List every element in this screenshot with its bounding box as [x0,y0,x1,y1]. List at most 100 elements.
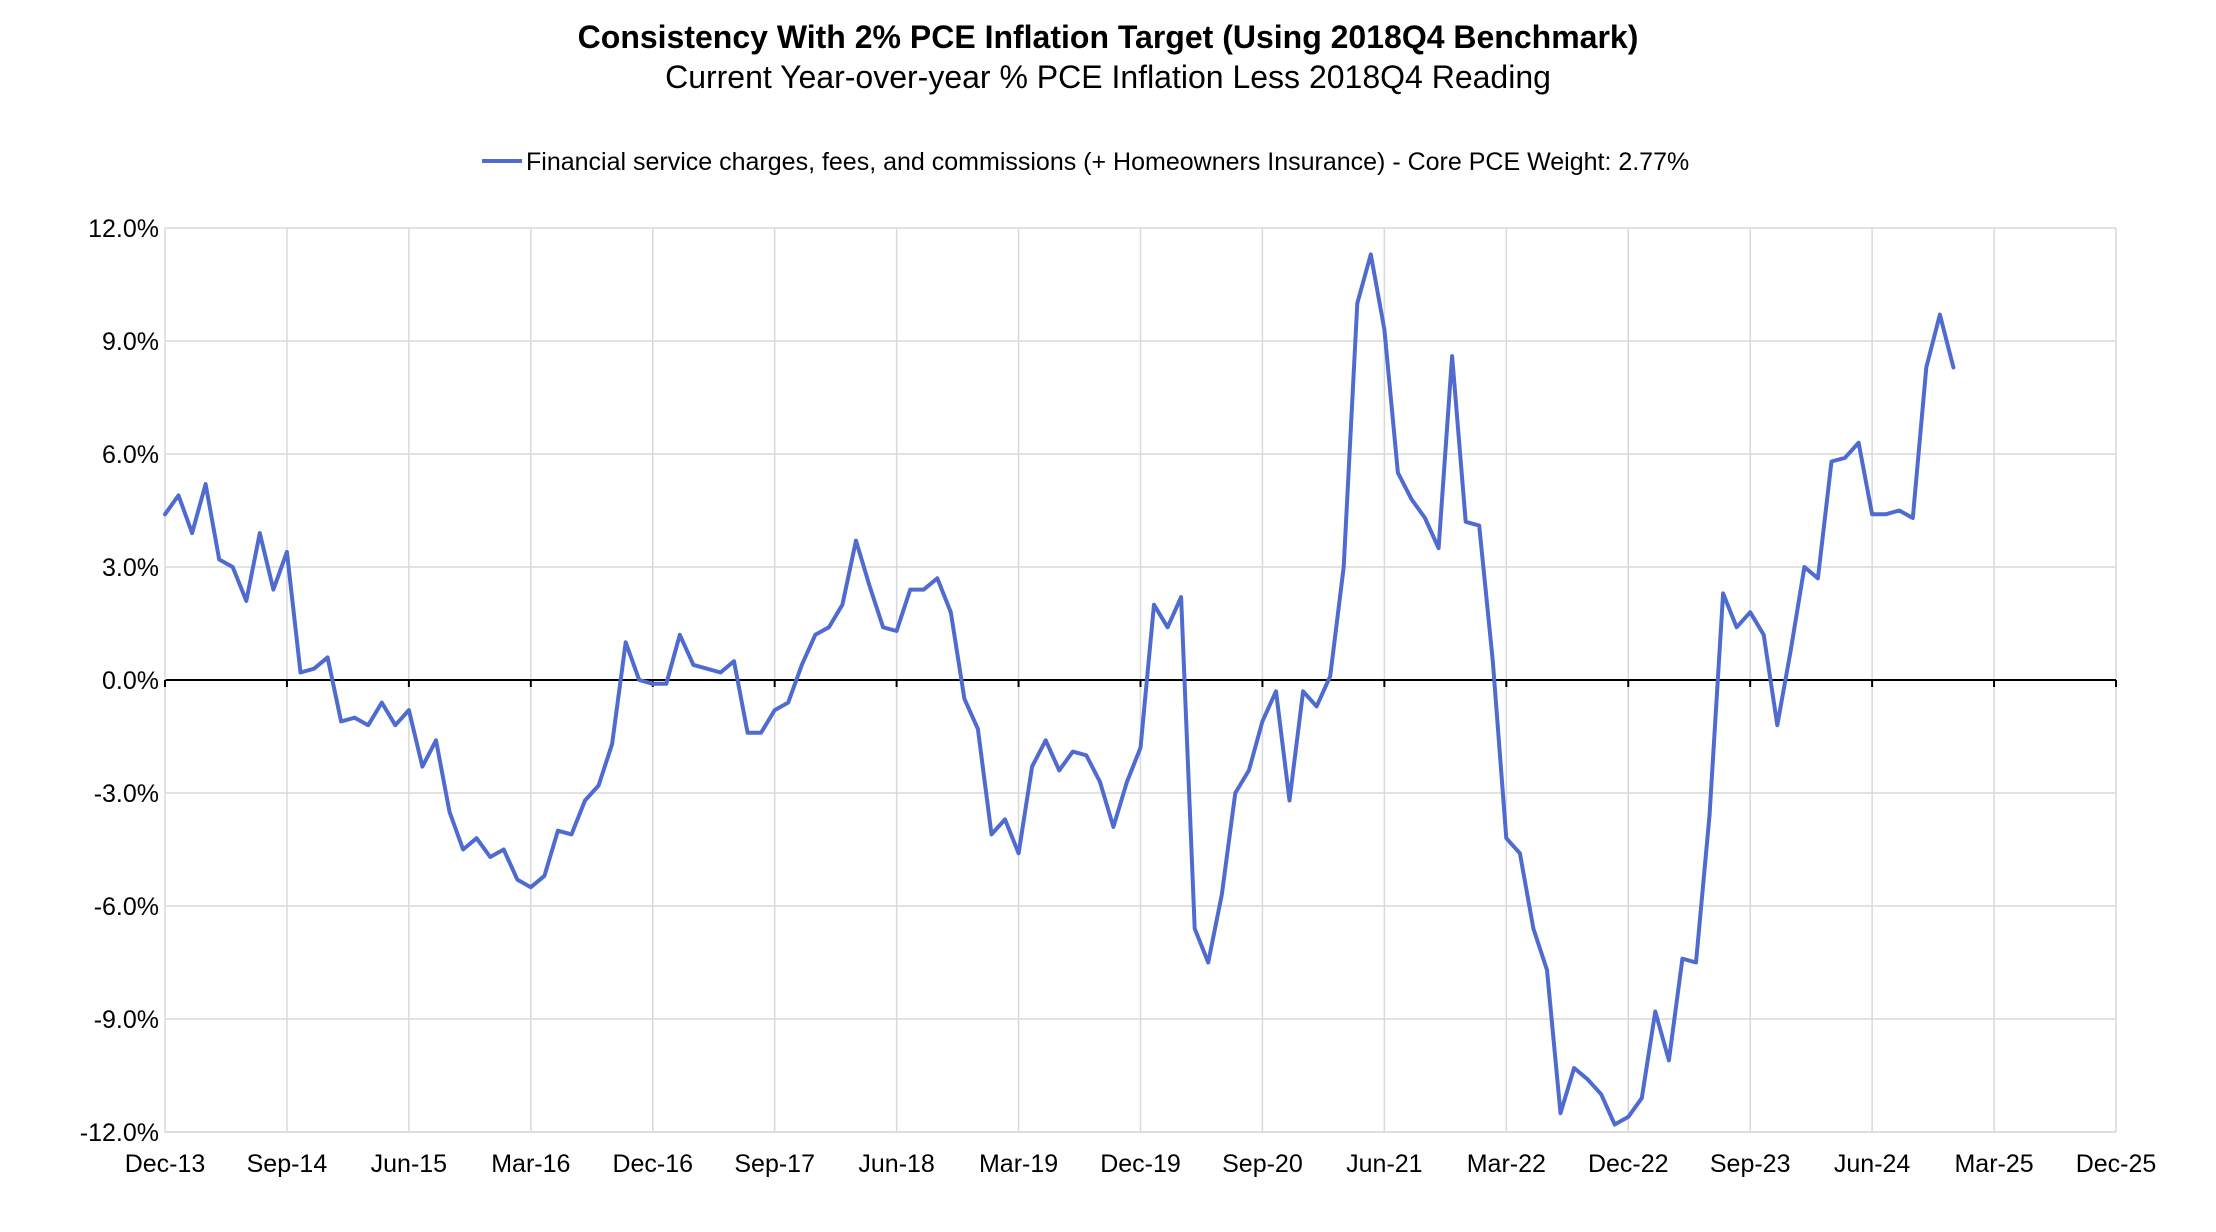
data-point [1355,301,1359,305]
x-tick-label: Dec-13 [125,1150,206,1178]
data-point [1057,768,1061,772]
data-point [746,731,750,735]
data-point [813,633,817,637]
data-point [1626,1115,1630,1119]
data-point [1924,365,1928,369]
data-point [393,723,397,727]
data-point [1017,851,1021,855]
data-point [1450,354,1454,358]
series-layer [163,252,1956,1127]
data-point [163,512,167,516]
data-point [868,584,872,588]
data-point [1206,961,1210,965]
data-point [231,565,235,569]
data-point [1572,1066,1576,1070]
data-point [407,708,411,712]
data-point [1382,328,1386,332]
x-tick-label: Dec-19 [1100,1150,1181,1178]
data-point [881,625,885,629]
data-point [1843,456,1847,460]
data-point [556,829,560,833]
data-point [312,667,316,671]
data-point [1951,365,1955,369]
legend-label: Financial service charges, fees, and com… [526,148,1689,176]
y-tick-label: 0.0% [102,667,159,695]
data-point [1410,497,1414,501]
data-point [583,799,587,803]
data-point [1220,893,1224,897]
data-point [1301,689,1305,693]
data-point [705,667,709,671]
data-point [1288,799,1292,803]
data-point [434,738,438,742]
data-point [800,663,804,667]
data-point [1653,1010,1657,1014]
data-point [1111,825,1115,829]
data-point [1559,1111,1563,1115]
x-tick-label: Dec-25 [2076,1150,2157,1178]
data-point [475,836,479,840]
y-tick-label: -3.0% [94,780,159,808]
data-point [1735,625,1739,629]
y-tick-label: -6.0% [94,893,159,921]
data-point [719,671,723,675]
data-point [1247,768,1251,772]
data-point [1030,765,1034,769]
data-point [1166,625,1170,629]
data-point [1260,719,1264,723]
x-tick-label: Mar-16 [491,1150,570,1178]
data-point [1139,746,1143,750]
data-point [1274,689,1278,693]
data-point [529,885,533,889]
data-point [1044,738,1048,742]
data-point [299,671,303,675]
data-point [1098,780,1102,784]
data-point [542,874,546,878]
data-point [1315,704,1319,708]
data-point [1193,927,1197,931]
data-point [678,633,682,637]
data-point [949,610,953,614]
data-point [1870,512,1874,516]
x-tick-label: Dec-22 [1588,1150,1669,1178]
data-point [1762,633,1766,637]
data-point [488,855,492,859]
chart-title: Consistency With 2% PCE Inflation Target… [578,19,1639,55]
data-point [976,727,980,731]
data-point [1545,968,1549,972]
y-tick-label: 9.0% [102,328,159,356]
data-point [244,599,248,603]
data-point [420,765,424,769]
data-point [190,531,194,535]
legend: Financial service charges, fees, and com… [482,148,1689,176]
data-point [1179,595,1183,599]
data-point [1586,1077,1590,1081]
x-tick-label: Jun-18 [858,1150,934,1178]
data-point [258,531,262,535]
data-point [895,629,899,633]
data-point [597,784,601,788]
data-point [204,482,208,486]
data-point [1491,659,1495,663]
data-point [1857,441,1861,445]
data-point [1938,313,1942,317]
data-point [1748,610,1752,614]
data-point [624,640,628,644]
data-point [366,723,370,727]
data-point [732,659,736,663]
data-point [1721,591,1725,595]
y-tick-label: 6.0% [102,441,159,469]
data-point [1531,927,1535,931]
data-point [691,663,695,667]
data-point [1694,961,1698,965]
data-point [759,731,763,735]
data-point [1884,512,1888,516]
y-tick-label: -9.0% [94,1006,159,1034]
data-point [1342,565,1346,569]
data-point [1613,1123,1617,1127]
y-tick-label: -12.0% [80,1119,159,1147]
data-point [1071,750,1075,754]
data-point [1802,565,1806,569]
y-tick-label: 3.0% [102,554,159,582]
